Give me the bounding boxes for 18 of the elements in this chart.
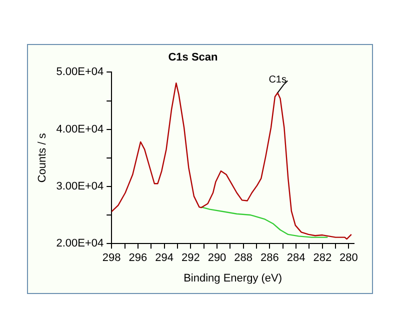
y-tick-label: 4.00E+04 xyxy=(56,123,104,136)
y-tick-label: 5.00E+04 xyxy=(56,66,104,78)
chart-title: C1s Scan xyxy=(168,52,218,64)
x-tick-label: 298 xyxy=(102,252,121,264)
x-tick-label: 280 xyxy=(340,252,358,264)
y-tick-label: 2.00E+04 xyxy=(56,238,104,250)
annotation: C1s xyxy=(268,74,286,86)
x-tick-label: 284 xyxy=(286,252,306,264)
x-tick-label: 290 xyxy=(208,252,226,264)
x-tick-label: 288 xyxy=(234,252,253,264)
y-axis-title: Counts / s xyxy=(36,132,49,183)
x-tick-label: 282 xyxy=(313,252,332,264)
x-tick-label: 286 xyxy=(260,252,279,264)
y-tick-label: 3.00E+04 xyxy=(56,180,104,192)
x-axis-title: Binding Energy (eV) xyxy=(184,272,282,284)
x-tick-label: 292 xyxy=(181,252,200,264)
x-tick-label: 294 xyxy=(155,252,174,264)
x-tick-label: 296 xyxy=(128,252,148,264)
